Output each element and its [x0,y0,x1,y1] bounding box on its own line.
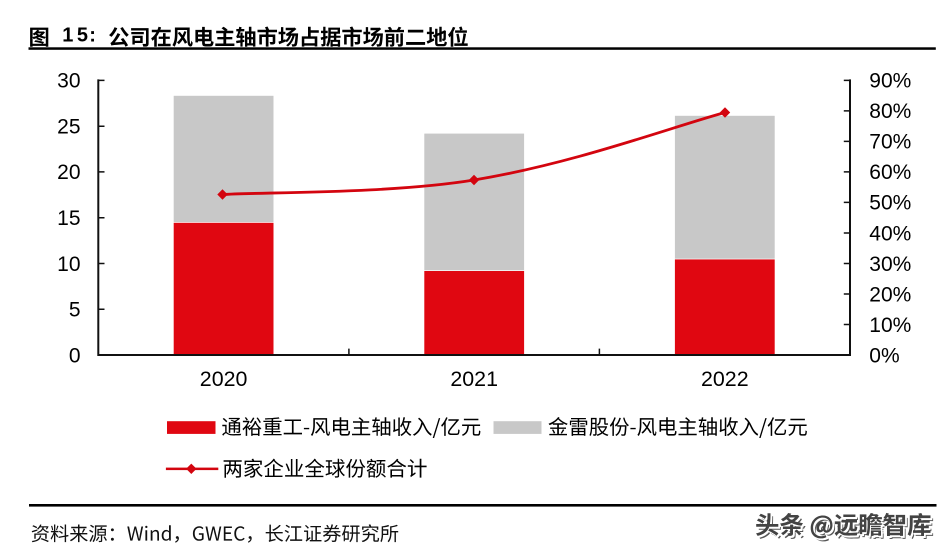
svg-text:50%: 50% [869,192,911,215]
svg-text:30: 30 [57,70,80,93]
svg-text:40%: 40% [869,222,911,245]
svg-text:80%: 80% [869,100,911,123]
svg-text:15: 15 [57,207,80,230]
svg-text:70%: 70% [869,131,911,154]
svg-text::: : [89,25,96,47]
svg-text:5: 5 [69,299,81,322]
svg-text:2021: 2021 [450,367,498,391]
svg-text:30%: 30% [869,253,911,276]
svg-text:10%: 10% [869,314,911,337]
svg-text:0: 0 [69,344,81,367]
svg-text:20: 20 [57,161,80,184]
svg-text:20%: 20% [869,283,911,306]
svg-text:15: 15 [62,25,91,47]
svg-text:60%: 60% [869,161,911,184]
svg-text:2022: 2022 [701,367,749,391]
svg-text:90%: 90% [869,70,911,93]
svg-text:0%: 0% [869,344,899,367]
svg-text:25: 25 [57,116,80,139]
svg-text:10: 10 [57,253,80,276]
svg-text:2020: 2020 [200,367,248,391]
